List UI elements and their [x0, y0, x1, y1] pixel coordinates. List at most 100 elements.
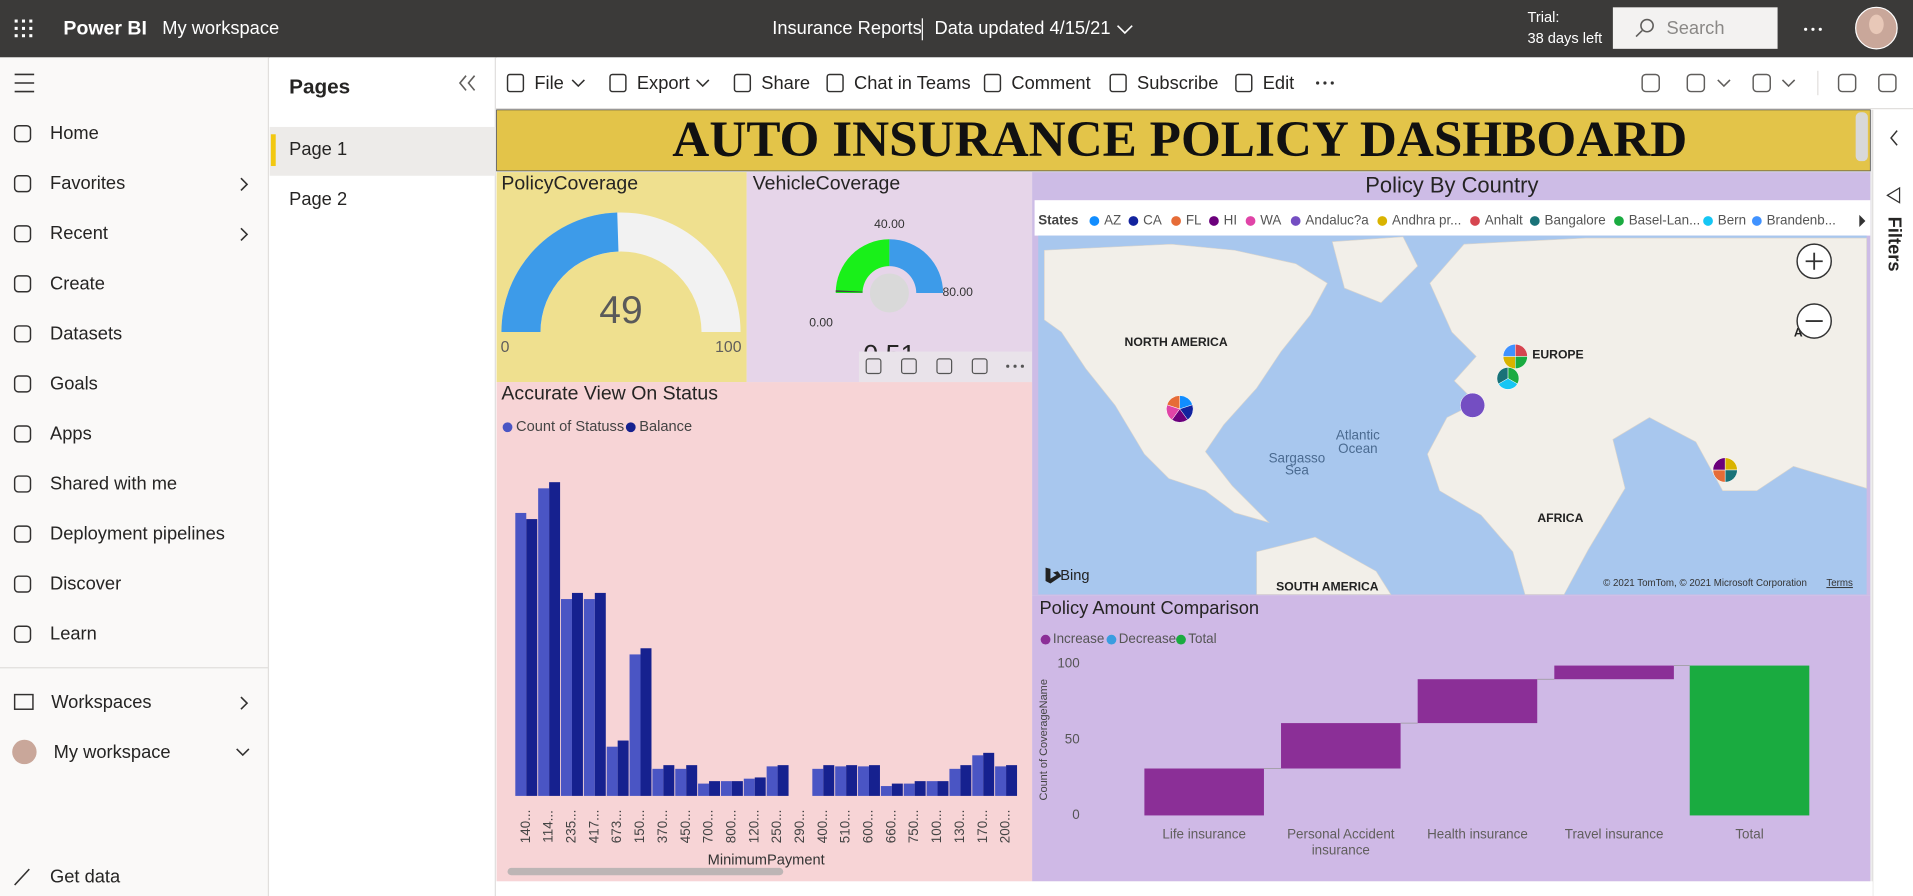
page-tab[interactable]: Page 1 [289, 138, 347, 159]
filters-expand[interactable] [1890, 130, 1898, 146]
x-tick-label: Travel insurance [1564, 827, 1664, 843]
bar [983, 752, 995, 796]
map-pie-slice[interactable] [1496, 367, 1509, 385]
legend-dot [1470, 216, 1480, 226]
nav-item[interactable]: Goals [50, 372, 98, 393]
search-box[interactable] [1612, 7, 1778, 49]
nav-item[interactable]: My workspace [54, 741, 171, 762]
bar [629, 654, 641, 796]
bar [754, 777, 766, 796]
scrollbar-thumb[interactable] [507, 867, 784, 876]
bar [561, 599, 572, 796]
visual-header-icon[interactable] [936, 358, 953, 375]
report-name: Insurance Reports [772, 17, 921, 38]
trial-days: 38 days left [1527, 31, 1602, 47]
map-copyright: © 2021 TomTom, © 2021 Microsoft Corporat… [1603, 578, 1807, 589]
filters-label[interactable]: Filters [1885, 217, 1906, 272]
toolbar-button[interactable]: File [534, 72, 563, 93]
nav-icon [13, 475, 32, 493]
x-tick-label: Total [1735, 827, 1764, 843]
nav-item[interactable]: Home [50, 122, 99, 143]
bar [846, 765, 858, 796]
legend-dot [1703, 216, 1713, 226]
nav-item[interactable]: Recent [50, 222, 108, 243]
more-dot [1811, 27, 1815, 31]
map-terms[interactable]: Terms [1826, 578, 1853, 589]
bar [571, 592, 583, 796]
map-label: SOUTH AMERICA [1276, 579, 1379, 593]
collapse-icon [458, 75, 467, 91]
toolbar-button[interactable]: Chat in Teams [854, 72, 971, 93]
more-dot [1013, 364, 1017, 368]
tile-title: Accurate View On Status [501, 382, 718, 404]
toolbar-right-icon[interactable] [1752, 73, 1771, 93]
x-tick-label: 417... [586, 810, 601, 844]
toolbar-right-icon[interactable] [1837, 73, 1857, 93]
nav-icon [13, 125, 32, 143]
y-axis-title: Count of CoverageName [1038, 679, 1050, 800]
search-placeholder[interactable]: Search [1667, 17, 1725, 38]
toolbar-button[interactable]: Edit [1263, 72, 1295, 93]
app-launcher-dot [21, 19, 26, 23]
bar [663, 765, 675, 796]
map-pie-slice[interactable] [1502, 343, 1516, 357]
nav-item[interactable]: Shared with me [50, 472, 177, 493]
gauge-needle [835, 290, 863, 293]
legend-label: Andaluc?a [1305, 212, 1369, 227]
bing-label: Bing [1060, 568, 1089, 584]
map-pie-slice[interactable] [1166, 395, 1181, 410]
map-pie-slice[interactable] [1498, 378, 1518, 390]
nav-item[interactable]: Workspaces [51, 691, 151, 712]
nav-pane [0, 57, 269, 896]
more-dot [1316, 81, 1320, 85]
toolbar-right-icon[interactable] [1878, 73, 1897, 93]
bar [777, 765, 789, 796]
toolbar-button[interactable]: Subscribe [1137, 72, 1218, 93]
legend-dot [1751, 216, 1762, 226]
nav-item[interactable]: Learn [50, 623, 97, 644]
x-tick-label: 450... [678, 810, 693, 844]
bar [766, 766, 778, 796]
nav-item[interactable]: Apps [50, 422, 92, 443]
map-pie-slice[interactable] [1460, 392, 1486, 418]
visual-header-icon[interactable] [900, 358, 917, 375]
nav-icon [13, 275, 32, 293]
tile-title: Policy Amount Comparison [1039, 597, 1259, 618]
x-tick-label: 700... [701, 810, 716, 844]
map-label: Sea [1285, 463, 1309, 478]
x-tick-label: 250... [769, 810, 784, 844]
bar [709, 781, 721, 796]
nav-item[interactable]: Favorites [50, 172, 125, 193]
app-launcher-dot [21, 34, 26, 38]
chevron [240, 177, 249, 191]
toolbar-button[interactable]: Export [637, 72, 690, 93]
toolbar-right-icon[interactable] [1686, 73, 1706, 93]
x-tick-label: 150... [632, 810, 647, 844]
chevron [1781, 79, 1796, 88]
toolbar-button[interactable]: Comment [1011, 72, 1090, 93]
trial-label: Trial: [1527, 10, 1559, 26]
bar [743, 778, 755, 796]
gauge-segment [889, 239, 944, 293]
nav-item[interactable]: Discover [50, 573, 121, 594]
page-tab[interactable]: Page 2 [289, 188, 347, 209]
legend-label: FL [1186, 212, 1202, 227]
toolbar-button[interactable]: Share [761, 72, 810, 93]
nav-item[interactable]: Create [50, 272, 105, 293]
legend-scroll-arrow[interactable] [1859, 214, 1866, 228]
map-pie-slice[interactable] [1712, 457, 1726, 471]
more-dot [1020, 364, 1024, 368]
bar [868, 765, 880, 796]
pages-pane [269, 57, 496, 896]
visual-header-icon[interactable] [971, 358, 988, 375]
visual-header-icon[interactable] [865, 358, 882, 375]
legend-label: WA [1260, 212, 1281, 227]
tile-title: Policy By Country [1365, 173, 1538, 198]
nav-item[interactable]: Datasets [50, 322, 122, 343]
toolbar-right-icon[interactable] [1641, 73, 1660, 93]
nav-item[interactable]: Get data [50, 866, 121, 887]
x-tick-label: 510... [838, 810, 853, 844]
bar [1006, 765, 1018, 796]
nav-item[interactable]: Deployment pipelines [50, 522, 225, 543]
